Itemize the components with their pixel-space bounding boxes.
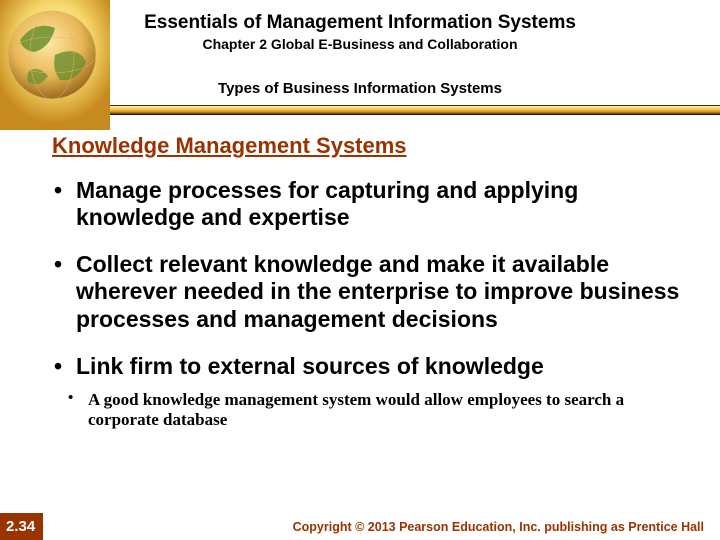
section-title: Types of Business Information Systems — [0, 80, 720, 97]
bullet-item: Collect relevant knowledge and make it a… — [48, 251, 684, 332]
divider-bar — [0, 105, 720, 115]
sub-bullet-item: A good knowledge management system would… — [48, 390, 684, 430]
sub-bullet-list: A good knowledge management system would… — [48, 390, 684, 430]
bullet-list: Manage processes for capturing and apply… — [48, 177, 684, 380]
slide: Essentials of Management Information Sys… — [0, 0, 720, 540]
copyright: Copyright © 2013 Pearson Education, Inc.… — [293, 520, 704, 534]
footer: 2.34 Copyright © 2013 Pearson Education,… — [0, 510, 720, 540]
header: Essentials of Management Information Sys… — [0, 0, 720, 97]
bullet-item: Manage processes for capturing and apply… — [48, 177, 684, 231]
main-title: Essentials of Management Information Sys… — [0, 12, 720, 34]
slide-heading: Knowledge Management Systems — [52, 133, 720, 159]
bullet-item: Link firm to external sources of knowled… — [48, 353, 684, 380]
slide-number: 2.34 — [0, 513, 43, 540]
chapter-subtitle: Chapter 2 Global E-Business and Collabor… — [0, 36, 720, 52]
